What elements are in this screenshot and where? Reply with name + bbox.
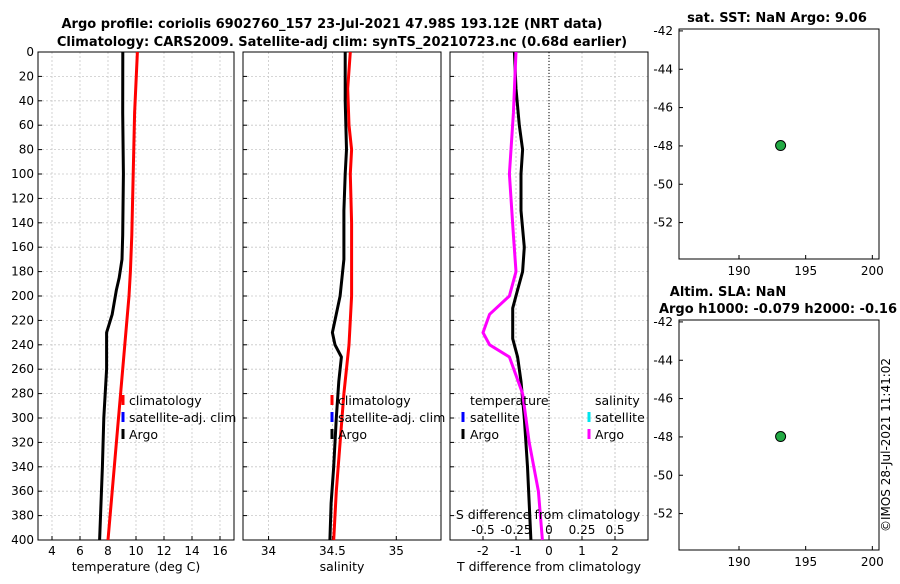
legend-label: Argo [129,427,158,442]
x-tick-label: 1 [578,544,586,558]
x-tick-label: 10 [128,544,143,558]
legend-label: climatology [129,393,202,408]
y-tick-label: 300 [11,411,34,425]
series-line-t-argo [511,51,533,541]
s-tick-label: -0.5 [471,523,494,537]
x-tick-label: 14 [184,544,199,558]
series-line-climatology [332,51,354,541]
x-tick-label: 35 [389,544,404,558]
y-tick-label: 240 [11,338,34,352]
sla-map-title-line1: Altim. SLA: NaN [670,285,786,300]
y-tick-label: -44 [653,62,673,76]
sst-map-title: sat. SST: NaN Argo: 9.06 [687,11,867,26]
s-tick-label: 0.25 [569,523,596,537]
s-axis-label: S difference from climatology [456,507,641,522]
sla-map-panel: 190 195 200 -42 -44 -46 -48 -50 -52 [653,315,883,569]
legend-title-temperature: temperature [470,393,549,408]
y-tick-label: 160 [11,240,34,254]
s-tick-label: 0.5 [605,523,624,537]
x-tick-label: 34.5 [319,544,346,558]
map-frame [678,28,880,260]
y-tick-label: -52 [653,216,673,230]
y-tick-label: 340 [11,460,34,474]
legend-label: Argo [470,427,499,442]
x-tick-label: 200 [861,264,884,278]
y-tick-label: 400 [11,533,34,547]
temperature-panel: 4 6 8 10 12 14 1602040608010012014016018020022… [11,45,236,574]
y-tick-label: 120 [11,191,34,205]
y-tick-label: 260 [11,362,34,376]
profile-location-marker [775,431,787,443]
y-tick-label: -44 [653,353,673,367]
y-tick-label: 100 [11,167,34,181]
y-tick-label: -42 [653,315,673,329]
y-tick-label: -50 [653,468,673,482]
x-tick-label: 200 [861,555,884,569]
s-tick-label: 0 [545,523,553,537]
s-tick-label: -0.25 [500,523,531,537]
x-tick-label: 8 [104,544,112,558]
legend-title-salinity: salinity [595,393,640,408]
y-tick-label: 40 [19,94,34,108]
series-line-argo [328,52,348,541]
x-tick-label: 6 [76,544,84,558]
y-tick-label: 200 [11,289,34,303]
x-tick-label: 12 [156,544,171,558]
legend-label: satellite-adj. clim [338,410,445,425]
x-tick-label: 34 [261,544,276,558]
sst-map-panel: 190 195 200 -42 -44 -46 -48 -50 -52 [653,24,883,278]
legend-label: satellite [595,410,645,425]
legend-label: satellite-adj. clim [129,410,236,425]
series-line-climatology [106,51,139,541]
y-tick-label: 320 [11,435,34,449]
figure-title-line1: Argo profile: coriolis 6902760_157 23-Ju… [62,17,603,32]
x-tick-label: 2 [611,544,619,558]
difference-panel: -2 -1 0 1 2T difference from climatology S di… [449,51,649,574]
y-tick-label: 280 [11,387,34,401]
y-tick-label: -50 [653,177,673,191]
y-tick-label: 360 [11,484,34,498]
y-tick-label: 20 [19,69,34,83]
x-tick-label: 195 [794,555,817,569]
y-tick-label: -46 [653,392,673,406]
y-tick-label: -48 [653,430,673,444]
y-tick-label: -52 [653,507,673,521]
legend-label: Argo [595,427,624,442]
y-tick-label: 180 [11,265,34,279]
y-tick-label: -48 [653,139,673,153]
timestamp: ©IMOS 28-Jul-2021 11:41:02 [879,358,893,532]
x-tick-label: -1 [510,544,522,558]
legend-label: satellite [470,410,520,425]
sla-map-title-line2: Argo h1000: -0.079 h2000: -0.16 [659,302,897,317]
y-tick-label: 140 [11,216,34,230]
x-tick-label: 4 [48,544,56,558]
y-tick-label: 220 [11,313,34,327]
map-frame [678,319,880,551]
y-tick-label: 80 [19,143,34,157]
series-line-argo [98,51,125,541]
x-tick-label: 195 [794,264,817,278]
salinity-panel: 34 34.5 35 salinity climatology satellite-adj… [242,51,445,574]
x-axis-label: temperature (deg C) [72,559,201,574]
series-line-s-argo [481,51,544,541]
x-axis-label: T difference from climatology [456,559,642,574]
x-axis-label: salinity [320,559,365,574]
legend-label: climatology [338,393,411,408]
x-tick-label: 16 [212,544,227,558]
y-tick-label: -46 [653,101,673,115]
y-tick-label: 60 [19,118,34,132]
x-tick-label: 190 [728,555,751,569]
y-tick-label: 0 [26,45,34,59]
legend-label: Argo [338,427,367,442]
y-tick-label: -42 [653,24,673,38]
x-tick-label: 0 [545,544,553,558]
profile-location-marker [775,140,787,152]
figure-title-line2: Climatology: CARS2009. Satellite-adj cli… [57,35,627,50]
y-tick-label: 380 [11,509,34,523]
x-tick-label: -2 [477,544,489,558]
x-tick-label: 190 [728,264,751,278]
